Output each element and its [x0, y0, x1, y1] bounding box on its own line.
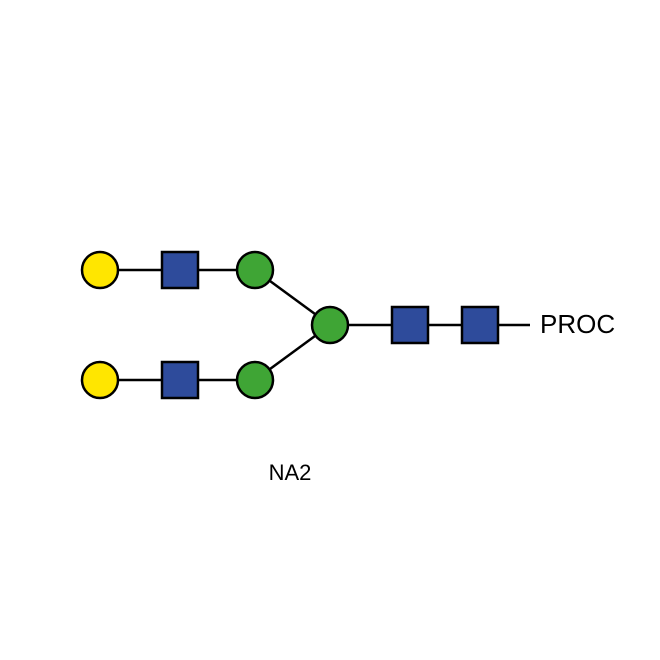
terminal-label: PROC [540, 309, 615, 339]
node-glcnac1 [162, 252, 198, 288]
diagram-title: NA2 [269, 460, 312, 485]
node-man2 [237, 362, 273, 398]
node-glcnac4 [462, 307, 498, 343]
node-gal1 [82, 252, 118, 288]
node-man_core [312, 307, 348, 343]
node-man1 [237, 252, 273, 288]
node-glcnac3 [392, 307, 428, 343]
node-gal2 [82, 362, 118, 398]
node-glcnac2 [162, 362, 198, 398]
glycan-diagram: PROC NA2 [0, 0, 660, 660]
